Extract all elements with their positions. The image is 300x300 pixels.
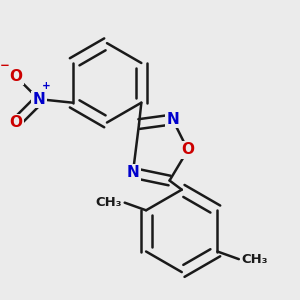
Text: −: − — [0, 58, 10, 72]
Text: CH₃: CH₃ — [96, 196, 122, 209]
Text: N: N — [166, 112, 179, 127]
Text: N: N — [33, 92, 45, 107]
Text: CH₃: CH₃ — [241, 253, 268, 266]
Text: O: O — [10, 115, 22, 130]
Text: O: O — [182, 142, 194, 158]
Text: +: + — [42, 81, 51, 91]
Text: O: O — [10, 69, 22, 84]
Text: N: N — [127, 165, 139, 180]
